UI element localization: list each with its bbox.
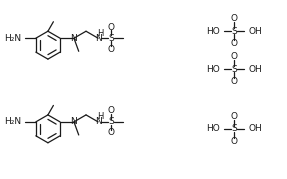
Text: OH: OH — [248, 124, 262, 133]
Text: S: S — [231, 65, 237, 74]
Text: O: O — [231, 137, 238, 146]
Text: S: S — [231, 124, 237, 133]
Text: HO: HO — [207, 124, 220, 133]
Text: H: H — [97, 29, 103, 38]
Text: HO: HO — [207, 27, 220, 36]
Text: OH: OH — [248, 65, 262, 74]
Text: O: O — [108, 128, 115, 137]
Text: O: O — [108, 107, 115, 115]
Text: O: O — [231, 14, 238, 23]
Text: O: O — [231, 52, 238, 61]
Text: H₂N: H₂N — [4, 117, 21, 126]
Text: O: O — [108, 45, 115, 54]
Text: S: S — [108, 34, 114, 43]
Text: H: H — [97, 112, 103, 121]
Text: N: N — [71, 34, 77, 43]
Text: O: O — [108, 23, 115, 32]
Text: S: S — [231, 27, 237, 36]
Text: H₂N: H₂N — [4, 34, 21, 43]
Text: O: O — [231, 77, 238, 86]
Text: HO: HO — [207, 65, 220, 74]
Text: S: S — [108, 117, 114, 126]
Text: O: O — [231, 112, 238, 121]
Text: O: O — [231, 39, 238, 48]
Text: N: N — [95, 117, 102, 126]
Text: N: N — [95, 34, 102, 43]
Text: OH: OH — [248, 27, 262, 36]
Text: N: N — [71, 117, 77, 126]
